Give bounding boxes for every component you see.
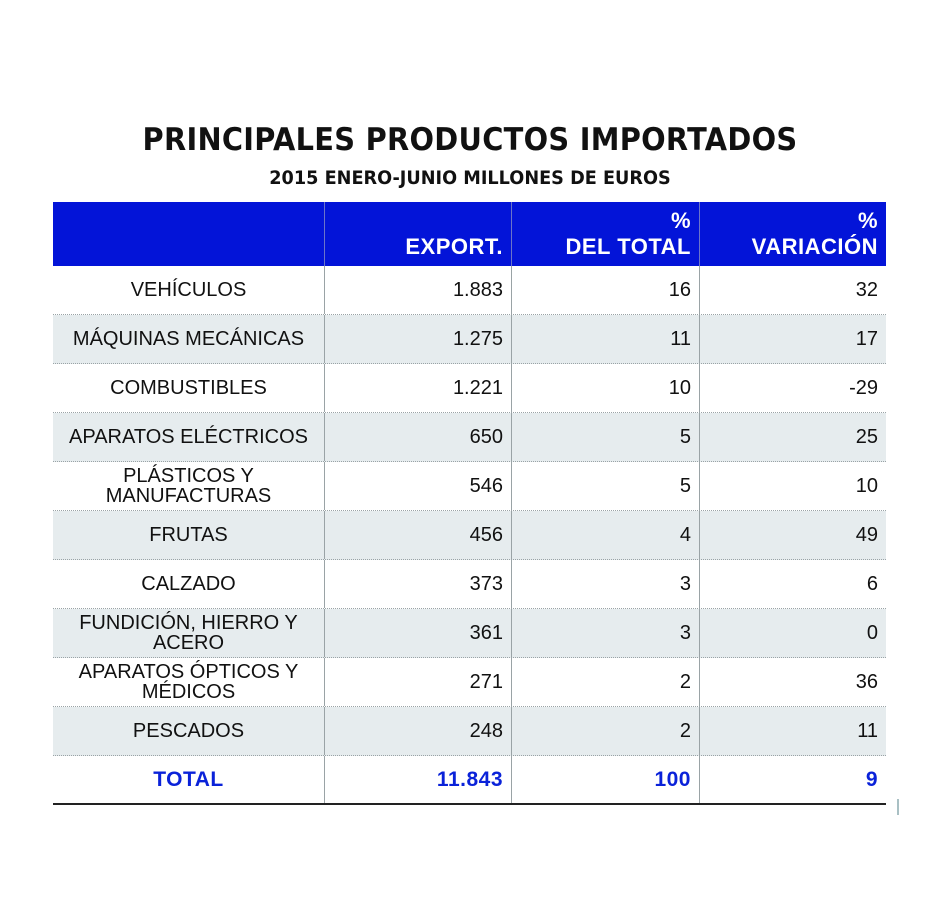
total-pct: 100 (511, 756, 699, 803)
table-row: VEHÍCULOS 1.883 16 32 (53, 266, 886, 315)
pct-total-value: 5 (511, 413, 699, 461)
header-export: EXPORT. (324, 202, 511, 266)
product-name: APARATOS ÓPTICOS Y MÉDICOS (78, 661, 299, 703)
total-export: 11.843 (324, 756, 511, 803)
page-title: PRINCIPALES PRODUCTOS IMPORTADOS (142, 122, 798, 158)
pct-total-value: 3 (511, 609, 699, 657)
total-label: TOTAL (153, 767, 224, 791)
product-name: FRUTAS (149, 524, 228, 546)
export-value: 1.275 (324, 315, 511, 363)
total-row: TOTAL 11.843 100 9 (53, 756, 886, 805)
variation-value: 25 (699, 413, 886, 461)
export-value: 373 (324, 560, 511, 608)
total-variation: 9 (699, 756, 886, 803)
header-pct-total-line1: % (670, 208, 691, 233)
header-pct-total-line2: DEL TOTAL (565, 234, 691, 259)
table-row: CALZADO 373 3 6 (53, 560, 886, 609)
product-name: PESCADOS (132, 720, 245, 742)
pct-total-value: 16 (511, 266, 699, 314)
product-name: APARATOS ELÉCTRICOS (69, 426, 308, 448)
table-header: EXPORT. % DEL TOTAL % VARIACIÓN (53, 202, 886, 266)
pct-total-value: 11 (511, 315, 699, 363)
variation-value: 36 (699, 658, 886, 706)
variation-value: -29 (699, 364, 886, 412)
variation-value: 6 (699, 560, 886, 608)
variation-value: 10 (699, 462, 886, 510)
decorative-tick (897, 799, 899, 815)
table-row: PESCADOS 248 2 11 (53, 707, 886, 756)
product-name: VEHÍCULOS (130, 279, 247, 301)
export-value: 1.883 (324, 266, 511, 314)
export-value: 271 (324, 658, 511, 706)
product-name: COMBUSTIBLES (110, 377, 267, 399)
pct-total-value: 3 (511, 560, 699, 608)
export-value: 1.221 (324, 364, 511, 412)
product-name: PLÁSTICOS Y MANUFACTURAS (105, 465, 272, 507)
pct-total-value: 10 (511, 364, 699, 412)
table-row: APARATOS ELÉCTRICOS 650 5 25 (53, 413, 886, 462)
table-row: PLÁSTICOS Y MANUFACTURAS 546 5 10 (53, 462, 886, 511)
variation-value: 32 (699, 266, 886, 314)
export-value: 361 (324, 609, 511, 657)
product-name: CALZADO (141, 573, 236, 595)
table-row: COMBUSTIBLES 1.221 10 -29 (53, 364, 886, 413)
header-export-line2: EXPORT. (405, 234, 503, 259)
variation-value: 0 (699, 609, 886, 657)
pct-total-value: 2 (511, 707, 699, 755)
pct-total-value: 4 (511, 511, 699, 559)
export-value: 456 (324, 511, 511, 559)
table-row: MÁQUINAS MECÁNICAS 1.275 11 17 (53, 315, 886, 364)
table-row: APARATOS ÓPTICOS Y MÉDICOS 271 2 36 (53, 658, 886, 707)
pct-total-value: 5 (511, 462, 699, 510)
header-variation-line2: VARIACIÓN (751, 234, 878, 259)
header-variation: % VARIACIÓN (699, 202, 886, 266)
page-subtitle: 2015 ENERO-JUNIO MILLONES DE EUROS (269, 167, 671, 189)
variation-value: 49 (699, 511, 886, 559)
pct-total-value: 2 (511, 658, 699, 706)
variation-value: 17 (699, 315, 886, 363)
product-name: FUNDICIÓN, HIERRO Y ACERO (79, 612, 298, 654)
variation-value: 11 (699, 707, 886, 755)
export-value: 546 (324, 462, 511, 510)
export-value: 248 (324, 707, 511, 755)
table-row: FUNDICIÓN, HIERRO Y ACERO 361 3 0 (53, 609, 886, 658)
header-pct-total: % DEL TOTAL (511, 202, 699, 266)
imports-table: EXPORT. % DEL TOTAL % VARIACIÓN VEHÍCULO… (53, 202, 886, 805)
header-product (53, 202, 324, 266)
product-name: MÁQUINAS MECÁNICAS (72, 328, 305, 350)
export-value: 650 (324, 413, 511, 461)
table-row: FRUTAS 456 4 49 (53, 511, 886, 560)
header-variation-line1: % (857, 208, 878, 233)
